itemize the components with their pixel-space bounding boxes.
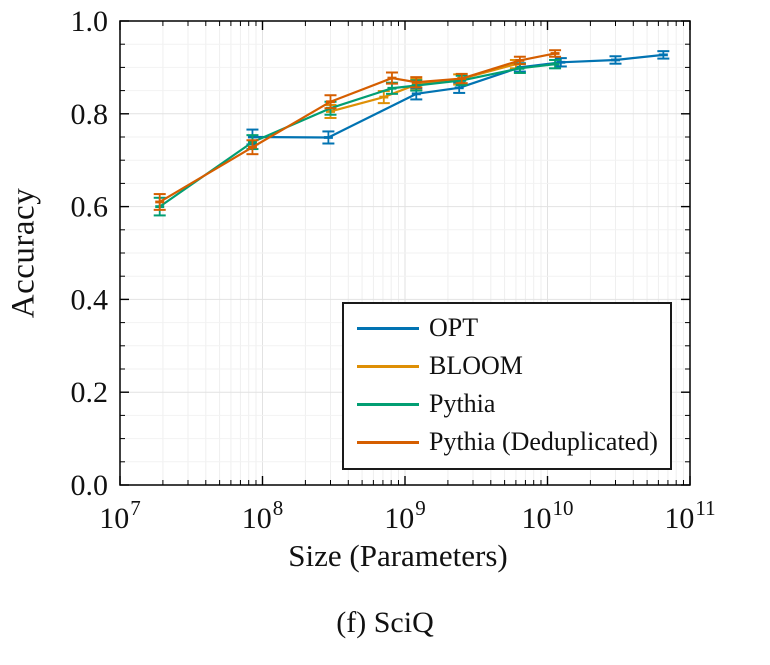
series-line [159, 63, 556, 208]
legend-label: BLOOM [429, 351, 523, 380]
error-bar [324, 94, 337, 110]
error-bar [549, 49, 562, 58]
series-pythia-deduplicated- [153, 49, 562, 211]
y-tick-label: 1.0 [71, 5, 109, 38]
error-bar [549, 58, 562, 70]
legend-swatch-icon [357, 440, 419, 444]
x-tick-label: 1011 [664, 496, 715, 535]
y-axis-title: Accuracy [5, 187, 42, 319]
legend-label: OPT [429, 313, 479, 342]
x-axis-title: Size (Parameters) [288, 538, 508, 573]
y-tick-label: 0.6 [71, 191, 109, 224]
error-bar [609, 55, 622, 65]
legend-swatch-icon [357, 402, 419, 406]
legend-item: Pythia (Deduplicated) [357, 423, 670, 461]
y-tick-label: 0.2 [71, 376, 109, 409]
x-tick-label: 109 [384, 496, 426, 535]
error-bar [410, 76, 423, 89]
series-pythia [153, 58, 562, 217]
series-line [159, 52, 556, 203]
y-tick-label: 0.0 [71, 469, 109, 502]
legend-item: Pythia [357, 385, 670, 423]
legend-swatch-icon [357, 326, 419, 330]
error-bar [153, 193, 166, 211]
series-opt [246, 50, 670, 146]
error-bar [246, 139, 259, 156]
legend-item: OPT [357, 309, 670, 347]
error-bar [455, 72, 468, 85]
y-tick-label: 0.4 [71, 283, 109, 316]
legend-label: Pythia (Deduplicated) [429, 427, 658, 456]
error-bar [657, 50, 670, 60]
legend-swatch-icon [357, 364, 419, 368]
error-bar [385, 71, 398, 85]
legend-label: Pythia [429, 389, 496, 418]
legend-box: OPT BLOOM Pythia Pythia (Deduplicated) [342, 302, 672, 470]
figure-caption: (f) SciQ [336, 606, 434, 639]
error-bar [513, 55, 526, 66]
x-tick-label: 108 [242, 496, 284, 535]
error-bar [322, 130, 335, 145]
x-tick-label: 1010 [522, 496, 574, 535]
x-tick-label: 107 [99, 496, 141, 535]
axis-ticks [119, 20, 691, 486]
legend-item: BLOOM [357, 347, 670, 385]
y-tick-label: 0.8 [71, 98, 109, 131]
series-line [252, 53, 664, 139]
